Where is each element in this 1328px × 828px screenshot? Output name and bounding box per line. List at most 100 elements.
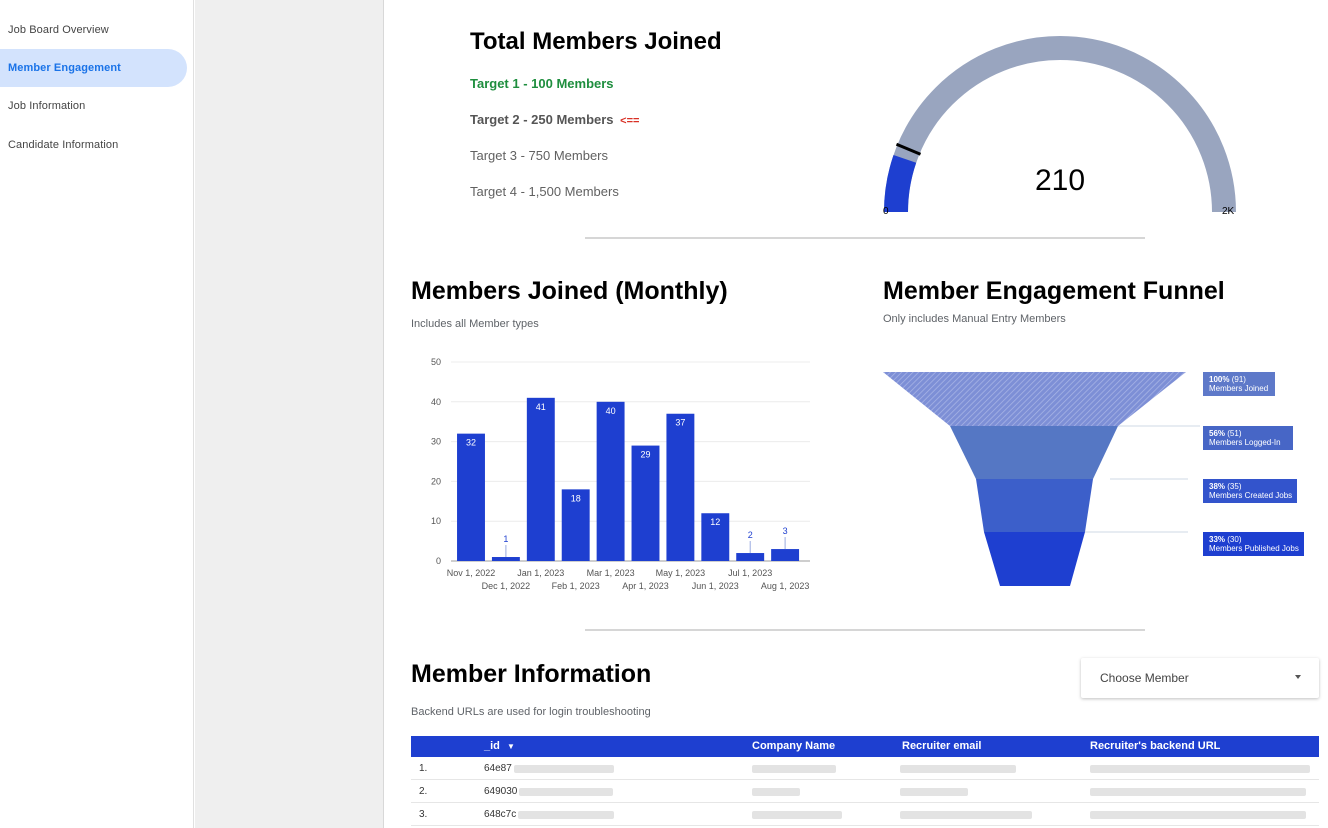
- bar-data-label: 32: [466, 438, 476, 448]
- funnel-pct: 56%: [1209, 429, 1226, 438]
- row-id: 648c7c: [484, 809, 517, 820]
- x-tick-label: Feb 1, 2023: [552, 581, 600, 591]
- column-header-id[interactable]: _id ▼: [484, 740, 515, 752]
- gauge-max-label: 2K: [1222, 206, 1235, 217]
- funnel-label-published-jobs: 33% (30) Members Published Jobs: [1203, 532, 1304, 556]
- x-tick-label: Aug 1, 2023: [761, 581, 810, 591]
- bar: [771, 549, 800, 561]
- table-row[interactable]: 2. 649030: [411, 780, 1319, 803]
- funnel-count: (51): [1227, 429, 1242, 438]
- gauge-value: 210: [1034, 164, 1086, 197]
- y-tick-label: 50: [431, 357, 441, 367]
- members-gauge: [884, 36, 1236, 213]
- funnel-stage-name: Members Logged-In: [1209, 438, 1281, 447]
- funnel-count: (35): [1227, 482, 1242, 491]
- canvas-gutter: [195, 0, 384, 828]
- target-2-text: Target 2 - 250 Members: [470, 112, 614, 127]
- nav-item-job-information[interactable]: Job Information: [8, 100, 86, 112]
- y-tick-label: 20: [431, 476, 441, 486]
- redacted-cell: [518, 811, 614, 819]
- target-1-label: Target 1 - 100 Members: [470, 76, 614, 91]
- nav-item-job-board-overview[interactable]: Job Board Overview: [8, 24, 109, 36]
- bar: [561, 489, 590, 561]
- gauge-min-label: 0: [883, 206, 889, 217]
- target-2-label: Target 2 - 250 Members <==: [470, 112, 639, 127]
- bar-data-label: 3: [783, 526, 788, 536]
- funnel-subtitle: Only includes Manual Entry Members: [883, 313, 1066, 325]
- bar-data-label: 29: [640, 450, 650, 460]
- bar: [526, 397, 555, 561]
- y-tick-label: 30: [431, 437, 441, 447]
- table-row[interactable]: 1. 64e87: [411, 757, 1319, 780]
- member-info-subtitle: Backend URLs are used for login troubles…: [411, 706, 651, 718]
- redacted-cell: [514, 765, 614, 773]
- bar-data-label: 12: [710, 517, 720, 527]
- funnel-stage-name: Members Created Jobs: [1209, 491, 1293, 500]
- monthly-chart-subtitle: Includes all Member types: [411, 318, 539, 330]
- x-tick-label: Jun 1, 2023: [692, 581, 739, 591]
- nav-item-member-engagement[interactable]: Member Engagement: [0, 49, 187, 87]
- column-header-id-label: _id: [484, 740, 500, 752]
- target-3-label: Target 3 - 750 Members: [470, 148, 609, 163]
- nav-item-candidate-information[interactable]: Candidate Information: [8, 139, 119, 151]
- monthly-chart-title: Members Joined (Monthly): [411, 277, 728, 305]
- y-tick-label: 0: [436, 556, 441, 566]
- bar-data-label: 40: [606, 406, 616, 416]
- row-number: 2.: [419, 786, 428, 797]
- column-header-company[interactable]: Company Name: [752, 740, 836, 752]
- y-tick-label: 40: [431, 397, 441, 407]
- funnel-stage-joined: [883, 372, 1186, 426]
- bar-data-label: 1: [503, 534, 508, 544]
- row-number: 1.: [419, 763, 428, 774]
- column-header-url[interactable]: Recruiter's backend URL: [1090, 740, 1221, 752]
- funnel-label-created-jobs: 38% (35) Members Created Jobs: [1203, 479, 1297, 503]
- x-tick-label: May 1, 2023: [656, 568, 706, 578]
- column-header-email[interactable]: Recruiter email: [902, 740, 982, 752]
- target-4-label: Target 4 - 1,500 Members: [470, 184, 619, 199]
- bar-data-label: 2: [748, 530, 753, 540]
- section-divider: [585, 237, 1145, 239]
- funnel-stage-created-jobs: [976, 479, 1093, 532]
- total-members-title: Total Members Joined: [470, 28, 722, 55]
- funnel-title: Member Engagement Funnel: [883, 277, 1225, 305]
- funnel-stage-name: Members Joined: [1209, 384, 1269, 393]
- funnel-stage-logged-in: [950, 426, 1118, 479]
- sort-desc-icon[interactable]: ▼: [506, 742, 515, 751]
- redacted-cell: [1090, 811, 1306, 819]
- gauge-track: [884, 36, 1236, 213]
- bar-data-label: 41: [536, 402, 546, 412]
- funnel-label-logged-in: 56% (51) Members Logged-In: [1203, 426, 1293, 450]
- bar: [596, 401, 625, 561]
- redacted-cell: [752, 765, 836, 773]
- table-row[interactable]: 3. 648c7c: [411, 803, 1319, 826]
- row-id: 649030: [484, 786, 518, 797]
- chevron-down-icon[interactable]: [1295, 675, 1301, 679]
- bar: [701, 513, 730, 561]
- x-tick-label: Jan 1, 2023: [517, 568, 564, 578]
- x-tick-label: Jul 1, 2023: [728, 568, 772, 578]
- x-tick-label: Nov 1, 2022: [447, 568, 496, 578]
- funnel-count: (30): [1227, 535, 1242, 544]
- y-tick-label: 10: [431, 516, 441, 526]
- redacted-cell: [752, 811, 842, 819]
- gauge-fill: [884, 154, 917, 213]
- redacted-cell: [900, 811, 1032, 819]
- redacted-cell: [752, 788, 800, 796]
- redacted-cell: [900, 765, 1016, 773]
- funnel-label-joined: 100% (91) Members Joined: [1203, 372, 1275, 396]
- redacted-cell: [1090, 765, 1310, 773]
- sidebar: Job Board Overview Member Engagement Job…: [0, 0, 194, 828]
- bar-data-label: 18: [571, 493, 581, 503]
- bar: [491, 557, 520, 561]
- redacted-cell: [900, 788, 968, 796]
- funnel-pct: 100%: [1209, 375, 1230, 384]
- funnel-pct: 38%: [1209, 482, 1226, 491]
- redacted-cell: [1090, 788, 1306, 796]
- funnel-count: (91): [1231, 375, 1246, 384]
- table-header: _id ▼ Company Name Recruiter email Recru…: [411, 736, 1319, 757]
- choose-member-dropdown[interactable]: Choose Member: [1081, 658, 1319, 698]
- report-canvas: Total Members Joined Target 1 - 100 Memb…: [385, 0, 1328, 828]
- bar: [666, 413, 695, 561]
- member-info-title: Member Information: [411, 660, 652, 688]
